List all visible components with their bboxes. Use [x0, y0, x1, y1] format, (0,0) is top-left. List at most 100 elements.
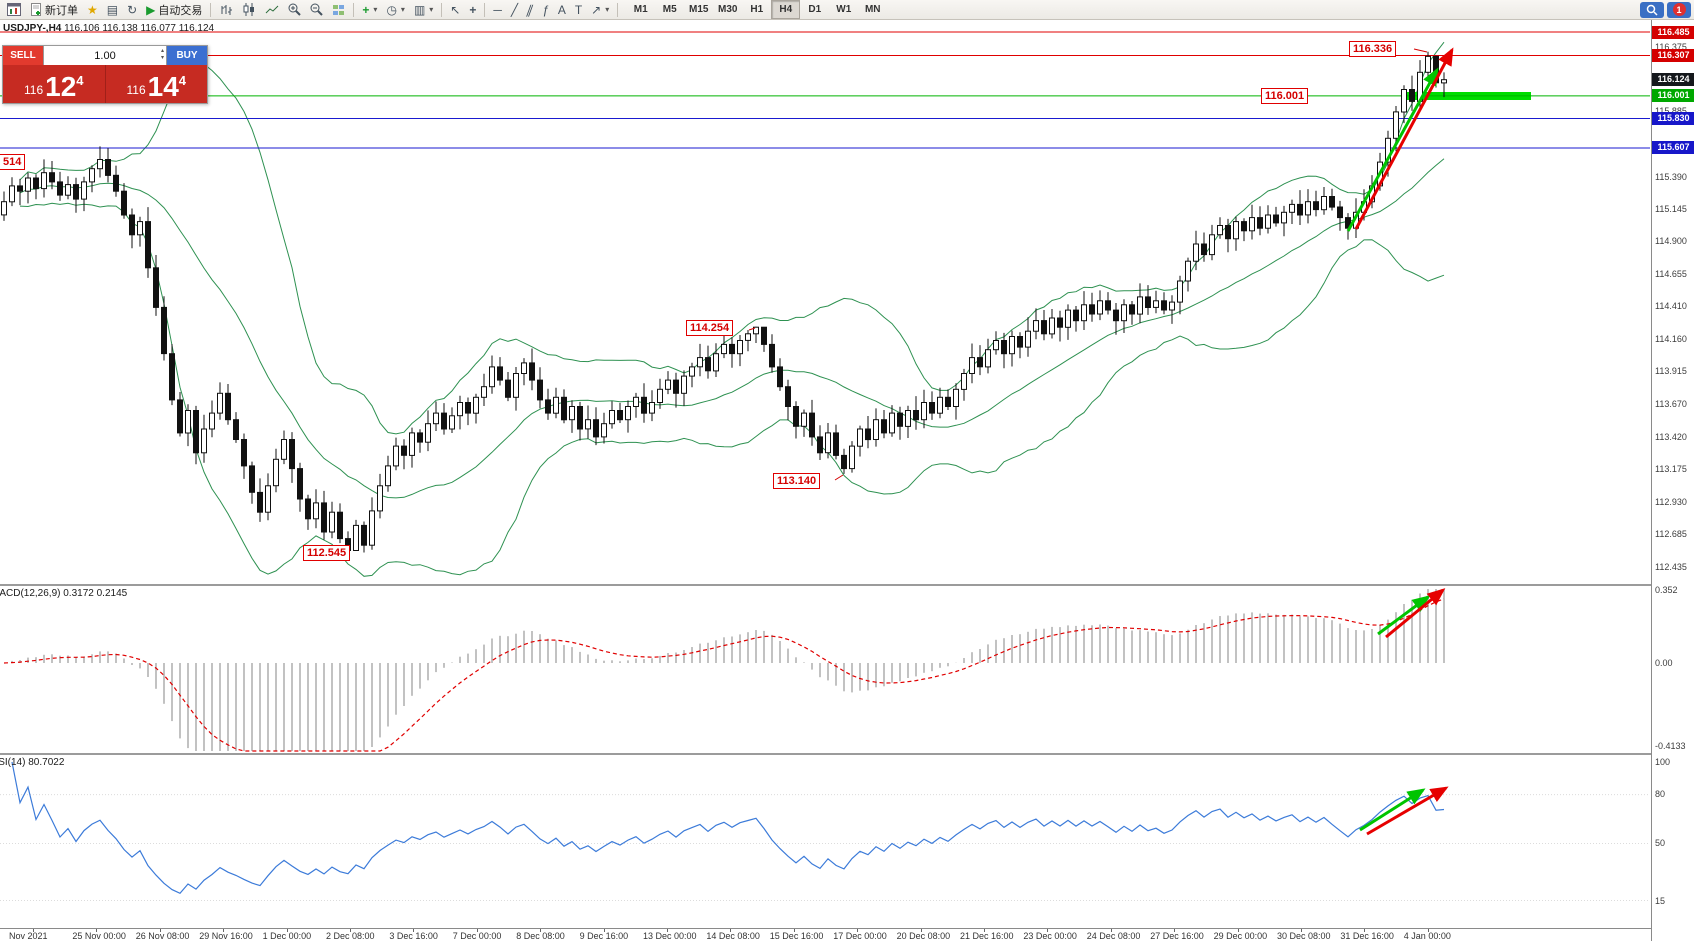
line-chart-type-button[interactable]: [261, 0, 283, 20]
time-label: Nov 2021: [9, 931, 48, 941]
ask-big-digits: 14: [147, 71, 179, 102]
price-tick: 113.915: [1655, 366, 1687, 377]
channel-tool-button[interactable]: ∥: [523, 0, 537, 20]
trend-arrow: [1385, 588, 1446, 639]
crosshair-tool-button[interactable]: +: [465, 0, 480, 20]
time-label: 7 Dec 00:00: [452, 931, 502, 941]
bar-chart-type-button[interactable]: [215, 0, 237, 20]
macd-scale-label: 0.352: [1655, 585, 1678, 595]
buy-button[interactable]: BUY: [167, 46, 207, 65]
favorites-button[interactable]: ★: [83, 0, 102, 20]
time-label: 23 Dec 00:00: [1023, 931, 1077, 941]
sell-button[interactable]: SELL: [3, 46, 43, 65]
spin-down-icon[interactable]: ▾: [160, 55, 164, 61]
time-tick: [857, 929, 859, 932]
text-tool-button[interactable]: A: [554, 0, 570, 20]
price-axis[interactable]: 116.375 115.885 115.390 115.145 114.900 114.6…: [1651, 20, 1694, 941]
refresh-icon: ↻: [127, 2, 138, 17]
timeframe-MN[interactable]: MN: [864, 4, 881, 15]
cursor-icon: ↖: [450, 2, 461, 17]
search-icon: [1646, 4, 1658, 16]
window-candles-icon: [7, 3, 21, 16]
time-label: 1 Dec 00:00: [262, 931, 312, 941]
price-annotation[interactable]: 116.336: [1349, 41, 1397, 57]
volume-input[interactable]: 1.00 ▴ ▾: [43, 46, 167, 65]
zoom-out-button[interactable]: [306, 0, 327, 20]
tile-windows-button[interactable]: [328, 0, 349, 20]
timeframe-H4[interactable]: H4: [771, 0, 801, 19]
label-tool-button[interactable]: T: [571, 0, 586, 20]
autotrade-button[interactable]: ▶ 自动交易: [142, 0, 206, 20]
time-label: 2 Dec 08:00: [326, 931, 375, 941]
candle-chart-icon: [243, 3, 255, 16]
price-tick: 115.885: [1655, 106, 1687, 116]
candle-chart-type-button[interactable]: [238, 0, 260, 20]
macd-scale-label: 0.00: [1655, 658, 1673, 668]
timeframe-M15[interactable]: M15: [689, 4, 709, 15]
ask-price[interactable]: 116 14 4: [104, 65, 208, 103]
trend-arrows[interactable]: [748, 47, 1454, 836]
price-tag: 116.485: [1652, 25, 1694, 39]
price-tag: 116.307: [1652, 49, 1694, 62]
pane-splitter-macd[interactable]: [0, 584, 1651, 586]
time-label: 29 Nov 16:00: [199, 931, 253, 941]
arrows-tool-button[interactable]: ↗ ▾: [587, 0, 613, 20]
rsi-scale-label: 50: [1655, 838, 1666, 848]
price-tick: 112.435: [1655, 562, 1687, 572]
spin-up-icon[interactable]: ▴: [160, 48, 164, 54]
add-indicator-button[interactable]: + ▾: [358, 0, 381, 20]
volume-spinner[interactable]: ▴ ▾: [161, 48, 164, 62]
price-annotation[interactable]: 116.001: [1261, 88, 1309, 104]
timeframe-W1[interactable]: W1: [836, 4, 852, 15]
time-axis[interactable]: Nov 2021 25 Nov 00:00 26 Nov 08:00 29 Nov 1…: [0, 928, 1651, 941]
trendline-tool-button[interactable]: ╱: [507, 0, 522, 20]
notifications-button[interactable]: 1: [1667, 1, 1691, 18]
time-tick: [603, 929, 605, 932]
symbol-period-label: USDJPY-,H4: [3, 23, 62, 34]
time-label: 4 Jan 00:00: [1403, 931, 1451, 941]
bid-big-digits: 12: [45, 71, 77, 102]
trend-arrow: [1346, 67, 1439, 232]
price-annotation[interactable]: 514: [0, 154, 26, 170]
zoom-in-button[interactable]: [284, 0, 305, 20]
chart-title: USDJPY-,H4 116.106 116.138 116.077 116.1…: [3, 23, 214, 34]
timeframe-M30[interactable]: M30: [718, 4, 738, 15]
search-button[interactable]: [1640, 1, 1664, 18]
template-menu-button[interactable]: ▥ ▾: [410, 0, 437, 20]
time-tick: [413, 929, 415, 932]
chart-window-icon[interactable]: [3, 0, 25, 20]
template-icon: ▥: [413, 2, 426, 17]
market-depth-button[interactable]: ▤: [103, 0, 122, 20]
price-annotation[interactable]: 112.545: [303, 545, 351, 561]
chevron-down-icon: ▾: [429, 5, 434, 14]
depth-icon: ▤: [106, 2, 119, 17]
time-label: 31 Dec 16:00: [1340, 931, 1394, 941]
timeframe-H1[interactable]: H1: [750, 4, 764, 15]
price-annotation[interactable]: 114.254: [686, 320, 734, 336]
period-menu-button[interactable]: ◷ ▾: [382, 0, 409, 20]
fibonacci-tool-button[interactable]: ƒ: [538, 0, 553, 20]
timeframe-M1[interactable]: M1: [633, 4, 648, 15]
clock-icon: ◷: [386, 2, 397, 17]
time-tick: [1364, 929, 1366, 932]
new-order-button[interactable]: 新订单: [26, 0, 82, 20]
hline-tool-button[interactable]: ─: [489, 0, 506, 20]
refresh-button[interactable]: ↻: [123, 0, 141, 20]
time-tick: [667, 929, 668, 932]
rsi-label: RSI(14) 80.7022: [0, 757, 65, 768]
bid-price[interactable]: 116 12 4: [3, 65, 105, 103]
timeframe-D1[interactable]: D1: [808, 4, 822, 15]
time-tick: [793, 929, 795, 932]
pane-splitter-rsi[interactable]: [0, 753, 1651, 755]
star-icon: ★: [87, 2, 98, 17]
time-tick: [730, 929, 732, 932]
cursor-tool-button[interactable]: ↖: [446, 0, 464, 20]
timeframe-M5[interactable]: M5: [662, 4, 677, 15]
price-tag: 115.830: [1652, 112, 1694, 126]
time-label: 15 Dec 16:00: [769, 931, 824, 941]
price-tick: 113.175: [1655, 464, 1687, 475]
time-tick: [1301, 929, 1302, 932]
price-annotation[interactable]: 113.140: [773, 473, 821, 489]
